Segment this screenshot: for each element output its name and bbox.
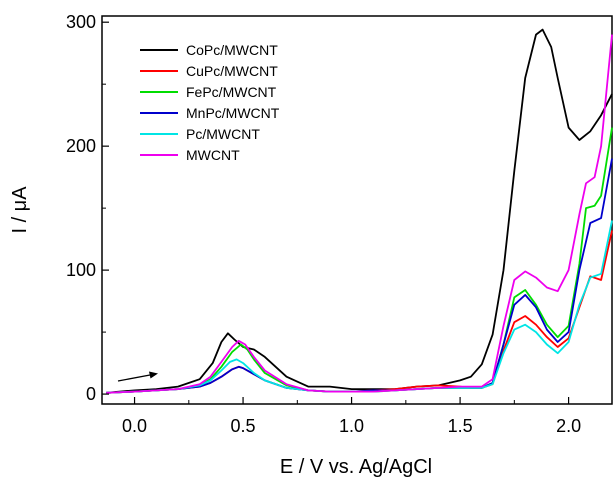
- series-line-mwcnt: [106, 34, 613, 394]
- x-axis-title: E / V vs. Ag/AgCl: [280, 456, 432, 478]
- y-tick-label: 100: [66, 260, 96, 280]
- x-tick-label: 2.0: [556, 416, 581, 436]
- x-tick-label: 0.5: [231, 416, 256, 436]
- series-layer: [106, 28, 613, 394]
- ticks-layer: 0.0 0.5 1.0 1.5 2.0 0 100 200 300: [66, 12, 581, 436]
- series-line-copc-mwcnt: [106, 28, 613, 394]
- x-tick-label: 1.5: [448, 416, 473, 436]
- plot-frame: [101, 15, 613, 405]
- scan-direction-arrow: [117, 371, 158, 382]
- y-tick-label: 200: [66, 136, 96, 156]
- y-tick-label: 0: [86, 384, 96, 404]
- series-line-fepc-mwcnt: [106, 127, 613, 394]
- legend-label: MnPc/MWCNT: [186, 105, 280, 121]
- series-line-cupc-mwcnt: [106, 230, 613, 394]
- y-tick-label: 300: [66, 12, 96, 32]
- legend-label: MWCNT: [186, 147, 240, 163]
- legend: CoPc/MWCNT CuPc/MWCNT FePc/MWCNT MnPc/MWCNT…: [140, 42, 280, 163]
- series-line-mnpc-mwcnt: [106, 158, 613, 394]
- legend-label: CuPc/MWCNT: [186, 63, 278, 79]
- x-tick-label: 1.0: [339, 416, 364, 436]
- legend-label: FePc/MWCNT: [186, 84, 277, 100]
- x-tick-label: 0.0: [122, 416, 147, 436]
- legend-label: Pc/MWCNT: [186, 126, 260, 142]
- y-axis-title: I / μA: [9, 186, 31, 234]
- legend-label: CoPc/MWCNT: [186, 42, 278, 58]
